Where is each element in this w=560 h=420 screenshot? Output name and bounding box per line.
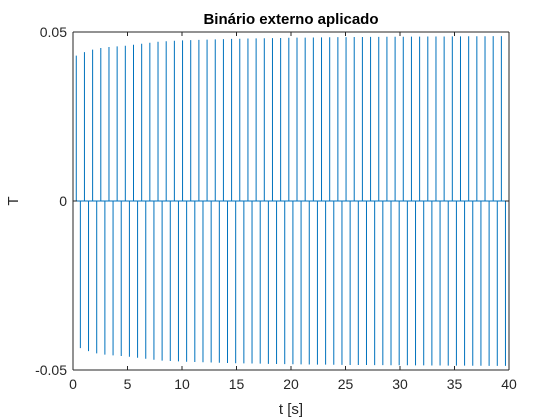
y-tick-label: 0.05 (40, 24, 67, 40)
y-ticks: -0.05 0 0.05 (35, 24, 509, 378)
y-axis-label: T (5, 196, 22, 205)
x-tick-label: 10 (174, 376, 190, 392)
y-tick-label: 0 (59, 193, 67, 209)
x-tick-label: 0 (69, 376, 77, 392)
x-tick-label: 30 (392, 376, 408, 392)
series-line (73, 36, 509, 366)
x-tick-label: 35 (447, 376, 463, 392)
x-tick-label: 25 (338, 376, 354, 392)
x-tick-label: 5 (124, 376, 132, 392)
x-tick-label: 40 (501, 376, 517, 392)
x-ticks: 0 5 10 15 20 25 30 35 40 (69, 32, 517, 392)
chart-title: Binário externo aplicado (203, 11, 378, 28)
y-tick-label: -0.05 (35, 362, 67, 378)
series-layer (73, 36, 509, 366)
x-tick-label: 15 (229, 376, 245, 392)
x-axis-label: t [s] (279, 401, 303, 418)
x-tick-label: 20 (283, 376, 299, 392)
